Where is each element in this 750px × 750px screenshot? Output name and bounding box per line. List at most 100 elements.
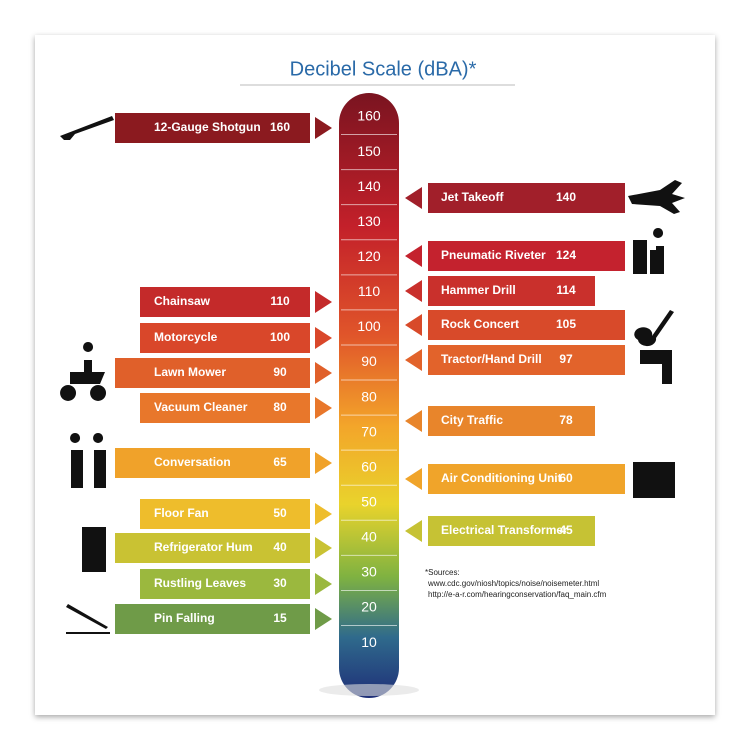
item-bar xyxy=(428,310,625,340)
item-label: Hammer Drill xyxy=(441,283,516,297)
title: Decibel Scale (dBA)* xyxy=(290,58,477,80)
scale-tick-label: 60 xyxy=(361,458,377,474)
drill-icon xyxy=(640,350,672,384)
item-bar xyxy=(428,516,595,546)
scale-tick-label: 70 xyxy=(361,423,377,439)
jet-icon xyxy=(628,180,685,214)
ac-icon xyxy=(633,462,675,498)
item-level: 114 xyxy=(556,283,576,297)
item-label: Conversation xyxy=(154,455,231,469)
scale-tick-label: 30 xyxy=(361,564,377,580)
scale-tick-label: 40 xyxy=(361,529,377,545)
item-arrow xyxy=(315,117,332,139)
item-level: 50 xyxy=(273,506,287,520)
sources-heading: *Sources: xyxy=(425,568,460,577)
scale-tick-label: 150 xyxy=(357,143,381,159)
item-label: Air Conditioning Unit xyxy=(441,471,562,485)
scale-tick-label: 100 xyxy=(357,318,381,334)
item-level: 105 xyxy=(556,317,576,331)
item-label: Vacuum Cleaner xyxy=(154,400,248,414)
fridge-icon xyxy=(82,527,106,572)
item-bar xyxy=(140,323,310,353)
item-label: 12-Gauge Shotgun xyxy=(154,120,261,134)
item-arrow xyxy=(405,410,422,432)
scale-tick-label: 140 xyxy=(357,178,381,194)
item-bar xyxy=(140,287,310,317)
item-label: Motorcycle xyxy=(154,330,218,344)
item-arrow xyxy=(405,187,422,209)
guitar-icon xyxy=(634,310,674,347)
item-bar xyxy=(428,406,595,436)
source-line: http://e-a-r.com/hearingconservation/faq… xyxy=(428,590,607,599)
item-bar xyxy=(140,393,310,423)
items: 12-Gauge Shotgun 160 Chainsaw 110 Motorcycle… xyxy=(115,113,625,634)
riveter-icon xyxy=(633,228,664,274)
scale-ticks: 160 150 140 130 120 110 100 90 80 70 60 50 40 30 20 10 xyxy=(341,108,397,650)
item-level: 30 xyxy=(273,576,287,590)
item-bar xyxy=(115,358,310,388)
item-label: Chainsaw xyxy=(154,294,211,308)
item-label: Rock Concert xyxy=(441,317,519,331)
item-arrow xyxy=(315,362,332,384)
scale-tick-label: 120 xyxy=(357,248,381,264)
item-level: 124 xyxy=(556,248,576,262)
scale-tube xyxy=(339,93,399,698)
item-bar xyxy=(428,345,625,375)
item-arrow xyxy=(405,280,422,302)
shotgun-icon xyxy=(60,116,114,140)
item-arrow xyxy=(315,503,332,525)
item-level: 15 xyxy=(273,611,287,625)
item-level: 140 xyxy=(556,190,576,204)
item-level: 65 xyxy=(273,455,287,469)
item-arrow xyxy=(315,452,332,474)
item-level: 97 xyxy=(559,352,573,366)
people-icon xyxy=(70,433,106,488)
item-bar xyxy=(115,113,310,143)
item-arrow xyxy=(315,397,332,419)
item-label: Pneumatic Riveter xyxy=(441,248,546,262)
scale-tick-label: 110 xyxy=(358,283,381,299)
item-bar xyxy=(428,183,625,213)
item-level: 110 xyxy=(270,294,290,308)
scale-tick-label: 10 xyxy=(361,634,377,650)
scale-tick-label: 80 xyxy=(361,388,377,404)
item-arrow xyxy=(315,537,332,559)
item-label: Pin Falling xyxy=(154,611,215,625)
scale-tick-label: 90 xyxy=(361,353,377,369)
item-arrow xyxy=(315,291,332,313)
item-bar xyxy=(115,533,310,563)
item-arrow xyxy=(405,468,422,490)
item-level: 160 xyxy=(270,120,290,134)
item-bar xyxy=(428,276,595,306)
item-level: 60 xyxy=(559,471,573,485)
scale-tick-label: 160 xyxy=(357,108,381,124)
item-level: 100 xyxy=(270,330,290,344)
item-bar xyxy=(140,499,310,529)
item-arrow xyxy=(405,349,422,371)
icons xyxy=(60,116,685,634)
scale-tick-label: 20 xyxy=(361,599,377,615)
sources: *Sources: www.cdc.gov/niosh/topics/noise… xyxy=(425,568,607,599)
item-label: City Traffic xyxy=(441,413,503,427)
item-label: Lawn Mower xyxy=(154,365,226,379)
item-label: Refrigerator Hum xyxy=(154,540,253,554)
item-arrow xyxy=(315,608,332,630)
item-arrow xyxy=(405,314,422,336)
item-label: Tractor/Hand Drill xyxy=(441,352,542,366)
item-label: Electrical Transformer xyxy=(441,523,568,537)
mower-icon xyxy=(60,342,107,401)
item-label: Rustling Leaves xyxy=(154,576,246,590)
item-arrow xyxy=(405,245,422,267)
item-bar xyxy=(140,569,310,599)
scale-tick-label: 130 xyxy=(357,213,381,229)
item-bar xyxy=(428,464,625,494)
item-arrow xyxy=(405,520,422,542)
item-bar xyxy=(115,448,310,478)
item-arrow xyxy=(315,327,332,349)
item-level: 78 xyxy=(559,413,573,427)
item-label: Jet Takeoff xyxy=(441,190,504,204)
item-arrow xyxy=(315,573,332,595)
source-line: www.cdc.gov/niosh/topics/noise/noisemete… xyxy=(427,579,599,588)
pin-icon xyxy=(66,604,110,634)
